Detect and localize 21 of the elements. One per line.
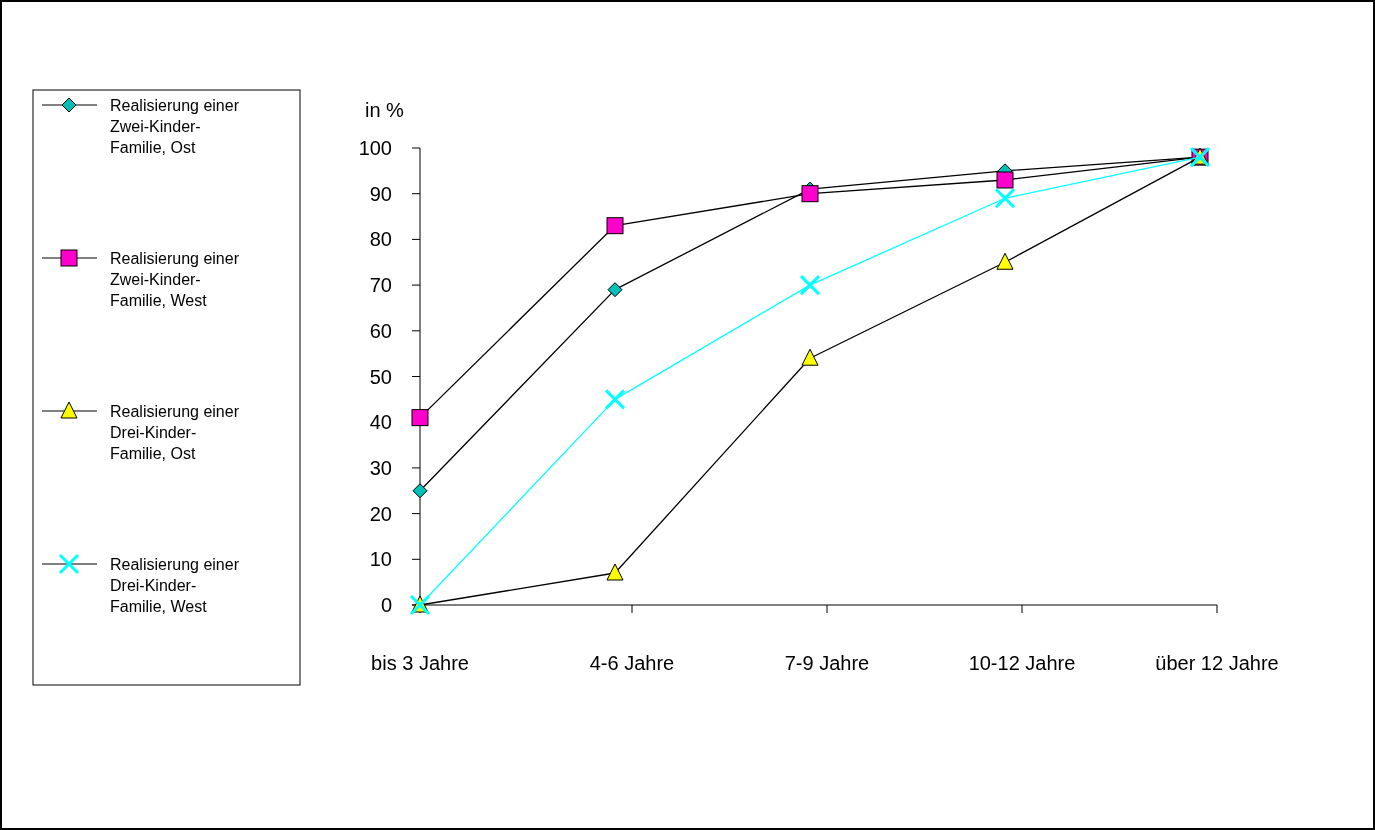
legend-label: Realisierung einer Zwei-Kinder-Familie, Ost [110,97,240,156]
y-tick-label: 40 [369,411,392,434]
y-tick-label: 80 [369,228,392,251]
y-tick-label: 0 [380,594,392,616]
x-tick-label: 10-12 Jahre [968,652,1076,674]
x-tick-label: über 12 Jahre [1155,652,1279,674]
legend-label: Realisierung einer Drei-Kinder-Familie, Ost [110,403,240,462]
y-tick-label: 20 [369,502,392,525]
y-tick-label: 10 [369,548,392,571]
y-tick-label: 100 [358,137,392,159]
x-tick-label: 4-6 Jahre [589,652,675,674]
y-tick-label: 50 [369,365,392,388]
y-tick-label: 60 [369,319,392,342]
y-axis-title: in % [365,99,405,121]
y-tick-label: 30 [369,456,392,479]
y-tick-label: 90 [369,182,392,205]
x-tick-label: bis 3 Jahre [371,652,469,674]
legend-label: Realisierung einer Drei-Kinder-Familie, West [110,556,240,615]
y-tick-label: 70 [369,274,392,297]
legend-label: Realisierung einer Zwei-Kinder-Familie, West [110,250,240,309]
x-tick-label: 7-9 Jahre [784,652,870,674]
